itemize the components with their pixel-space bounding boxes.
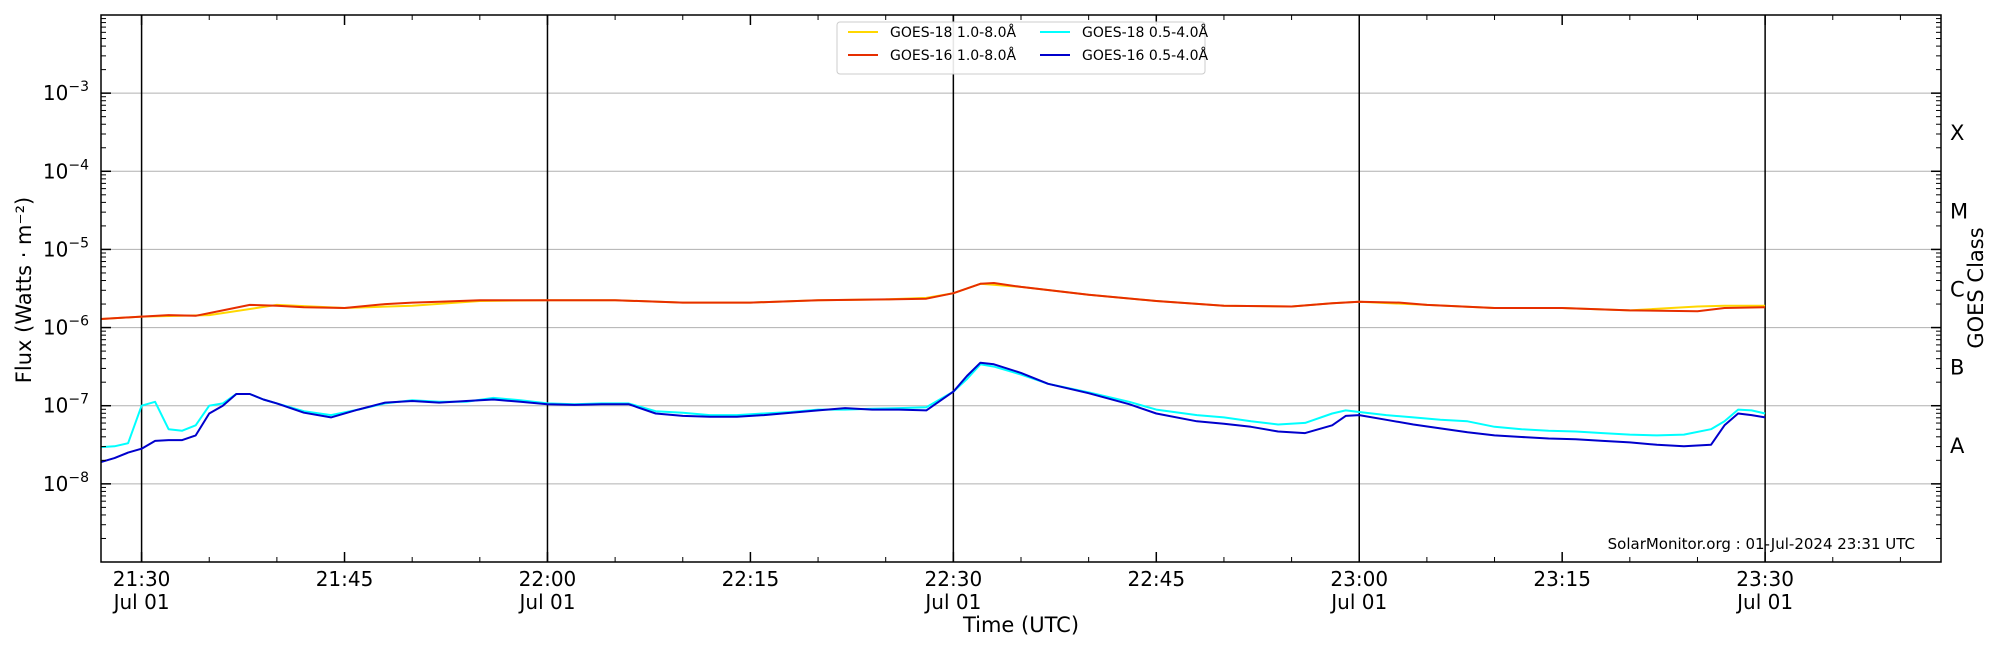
y-axis-label: Flux (Watts · m⁻²) — [12, 197, 36, 383]
legend: GOES-18 1.0-8.0Å GOES-16 1.0-8.0Å GOES-18 … — [836, 21, 1208, 75]
goes-class-label: X — [1950, 121, 1964, 145]
legend-entry: GOES-18 1.0-8.0Å — [890, 24, 1016, 41]
x-tick-label: 23:15 — [1533, 567, 1591, 591]
x-tick-label: 23:30 — [1736, 567, 1794, 591]
x-tick-sublabel: Jul 01 — [518, 590, 576, 614]
x-tick-label: 22:30 — [925, 567, 983, 591]
goes-class-label: C — [1950, 278, 1965, 302]
y-tick-label: 10−8 — [43, 470, 89, 496]
goes-class-label: B — [1950, 356, 1964, 380]
vertical-time-markers — [140, 15, 1766, 562]
goes-class-label: M — [1950, 199, 1968, 223]
x-tick-sublabel: Jul 01 — [923, 590, 981, 614]
legend-box — [836, 21, 1206, 75]
y-tick-label: 10−5 — [43, 235, 89, 261]
horizontal-gridlines — [101, 92, 1941, 485]
legend-entry: GOES-16 0.5-4.0Å — [1082, 47, 1208, 64]
flux-series-lines — [101, 282, 1766, 463]
x-tick-sublabel: Jul 01 — [1735, 590, 1793, 614]
x-tick-label: 23:00 — [1330, 567, 1388, 591]
x-tick-label: 22:00 — [519, 567, 577, 591]
y2-axis-label: GOES Class — [1964, 227, 1988, 348]
series-line — [101, 361, 1766, 463]
y-tick-label: 10−4 — [43, 157, 89, 183]
x-axis-label: Time (UTC) — [962, 613, 1079, 637]
legend-entry: GOES-16 1.0-8.0Å — [890, 47, 1016, 64]
source-annotation: SolarMonitor.org : 01-Jul-2024 23:31 UTC — [1608, 535, 1915, 553]
x-tick-label: 22:15 — [722, 567, 780, 591]
y-tick-label: 10−3 — [43, 79, 89, 105]
x-tick-label: 21:30 — [113, 567, 171, 591]
y-tick-label: 10−6 — [43, 314, 89, 340]
y-tick-label: 10−7 — [43, 392, 89, 418]
plot-frame — [100, 14, 1942, 563]
x-tick-label: 22:45 — [1127, 567, 1185, 591]
x-tick-label: 21:45 — [316, 567, 374, 591]
x-tick-sublabel: Jul 01 — [112, 590, 170, 614]
goes-class-label: A — [1950, 434, 1965, 458]
goes-class-labels: A B C M X — [1950, 121, 1968, 458]
x-tick-sublabel: Jul 01 — [1329, 590, 1387, 614]
y-axis-ticks: 10−8 10−7 10−6 10−5 10−4 10−3 — [43, 18, 1941, 539]
series-line — [101, 282, 1766, 320]
series-line — [101, 282, 1766, 320]
legend-entry: GOES-18 0.5-4.0Å — [1082, 24, 1208, 41]
